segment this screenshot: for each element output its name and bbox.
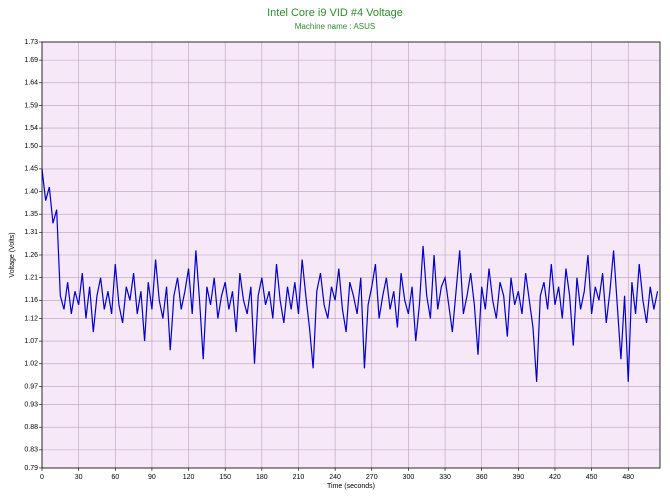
- chart-title: Intel Core i9 VID #4 Voltage: [267, 7, 403, 19]
- x-tick-label: 30: [75, 474, 83, 481]
- y-tick-label: 1.54: [24, 125, 38, 132]
- x-tick-label: 420: [549, 474, 561, 481]
- y-tick-label: 0.83: [24, 447, 38, 454]
- x-tick-label: 330: [439, 474, 451, 481]
- y-tick-label: 1.45: [24, 166, 38, 173]
- x-tick-label: 210: [293, 474, 305, 481]
- x-tick-label: 180: [256, 474, 268, 481]
- y-tick-label: 0.79: [24, 465, 38, 472]
- y-tick-label: 1.16: [24, 297, 38, 304]
- x-tick-label: 450: [586, 474, 598, 481]
- data-line: [41, 168, 659, 382]
- chart-subtitle: Machine name : ASUS: [295, 22, 375, 31]
- plot-border: [41, 41, 661, 469]
- y-tick-label: 1.69: [24, 57, 38, 64]
- y-tick-label: 1.12: [24, 315, 38, 322]
- y-tick-label: 0.97: [24, 383, 38, 390]
- x-tick-label: 390: [512, 474, 524, 481]
- y-tick-label: 1.64: [24, 80, 38, 87]
- y-tick-label: 1.35: [24, 211, 38, 218]
- x-tick-label: 60: [111, 474, 119, 481]
- y-tick-label: 1.31: [24, 229, 38, 236]
- y-tick-label: 1.59: [24, 102, 38, 109]
- x-tick-label: 0: [40, 474, 44, 481]
- x-axis-label: Time (seconds): [327, 483, 375, 490]
- x-tick-label: 120: [183, 474, 195, 481]
- y-axis-label: Voltage (Volts): [9, 232, 16, 277]
- y-tick-label: 1.73: [24, 39, 38, 46]
- x-tick-label: 240: [329, 474, 341, 481]
- x-tick-label: 480: [622, 474, 634, 481]
- x-tick-label: 360: [476, 474, 488, 481]
- x-tick-label: 90: [148, 474, 156, 481]
- y-tick-label: 1.02: [24, 361, 38, 368]
- y-tick-label: 0.93: [24, 401, 38, 408]
- y-tick-label: 0.88: [24, 424, 38, 431]
- x-tick-label: 270: [366, 474, 378, 481]
- y-tick-label: 1.50: [24, 143, 38, 150]
- x-tick-label: 300: [403, 474, 415, 481]
- y-tick-label: 1.40: [24, 188, 38, 195]
- y-tick-label: 1.07: [24, 338, 38, 345]
- x-tick-label: 150: [219, 474, 231, 481]
- y-tick-label: 1.26: [24, 252, 38, 259]
- y-tick-label: 1.21: [24, 275, 38, 282]
